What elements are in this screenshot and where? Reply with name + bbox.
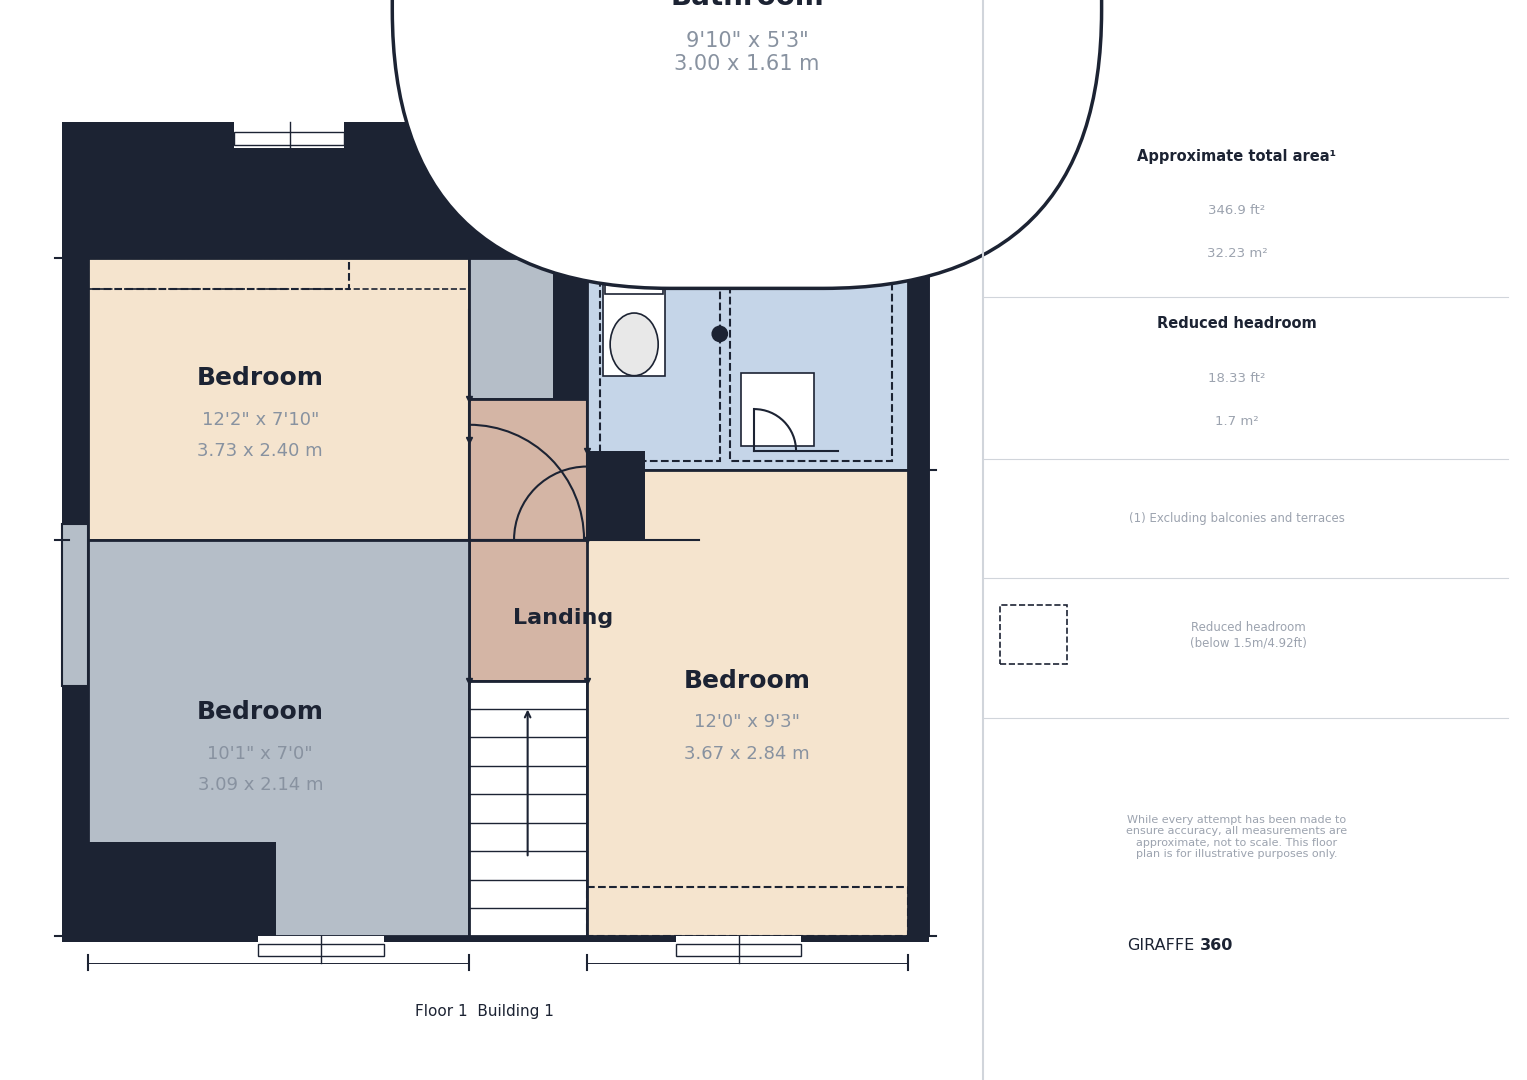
Text: GIRAFFE: GIRAFFE (1127, 937, 1194, 953)
Text: Bedroom: Bedroom (684, 669, 811, 692)
Bar (1000, 605, 1067, 664)
Text: Approximate total area¹: Approximate total area¹ (1138, 149, 1336, 164)
Text: 18.33 ft²: 18.33 ft² (1208, 372, 1266, 384)
Bar (741, 373, 814, 446)
Bar (469, 258, 588, 399)
Bar (676, 944, 802, 956)
Text: 10'1" x 7'0": 10'1" x 7'0" (208, 745, 313, 762)
Text: Landing: Landing (513, 608, 614, 627)
Bar (553, 258, 588, 399)
Text: Bedroom: Bedroom (197, 366, 324, 390)
Text: 12'0" x 9'3": 12'0" x 9'3" (693, 714, 800, 731)
Bar (469, 122, 588, 258)
Bar (588, 122, 928, 258)
Text: 3.73 x 2.40 m: 3.73 x 2.40 m (197, 442, 324, 460)
Bar (63, 122, 469, 258)
Text: 1.7 m²: 1.7 m² (1215, 415, 1258, 428)
Text: Bedroom: Bedroom (197, 700, 324, 724)
Text: 3.00 x 1.61 m: 3.00 x 1.61 m (675, 54, 820, 75)
Circle shape (712, 325, 728, 342)
Text: (1) Excluding balconies and terraces: (1) Excluding balconies and terraces (1128, 512, 1345, 525)
Bar (89, 258, 469, 540)
Bar (623, 133, 728, 145)
Text: 32.23 m²: 32.23 m² (1206, 247, 1267, 260)
Bar (623, 122, 728, 148)
Bar (605, 271, 663, 294)
Text: 360: 360 (1200, 937, 1234, 953)
Bar (588, 470, 907, 936)
Bar (234, 122, 344, 148)
Bar (730, 268, 892, 461)
Text: Bathroom: Bathroom (670, 0, 825, 11)
Polygon shape (89, 765, 234, 936)
Bar (588, 450, 644, 540)
Polygon shape (89, 842, 276, 936)
Bar (600, 268, 719, 461)
Bar (234, 133, 344, 145)
Text: 3.09 x 2.14 m: 3.09 x 2.14 m (197, 777, 324, 794)
Bar (63, 524, 89, 686)
Bar (89, 258, 350, 289)
Text: 3.67 x 2.84 m: 3.67 x 2.84 m (684, 745, 809, 762)
Text: Reduced headroom: Reduced headroom (1157, 316, 1316, 332)
Bar (258, 936, 383, 962)
Text: 9'10" x 5'3": 9'10" x 5'3" (686, 31, 808, 52)
Bar (89, 258, 469, 289)
Text: 12'2" x 7'10": 12'2" x 7'10" (202, 410, 319, 429)
Bar (676, 936, 802, 962)
Text: Reduced headroom
(below 1.5m/4.92ft): Reduced headroom (below 1.5m/4.92ft) (1190, 621, 1307, 649)
Text: While every attempt has been made to
ensure accuracy, all measurements are
appro: While every attempt has been made to ens… (1127, 814, 1347, 860)
Bar (89, 540, 469, 936)
Ellipse shape (611, 313, 658, 376)
Bar (258, 944, 383, 956)
Bar (588, 258, 907, 470)
Text: 346.9 ft²: 346.9 ft² (1208, 204, 1266, 217)
Bar (469, 680, 588, 936)
Text: Floor 1  Building 1: Floor 1 Building 1 (415, 1004, 554, 1020)
Bar (588, 888, 907, 936)
Bar (603, 271, 666, 376)
Bar (469, 540, 678, 680)
Bar (469, 399, 588, 680)
